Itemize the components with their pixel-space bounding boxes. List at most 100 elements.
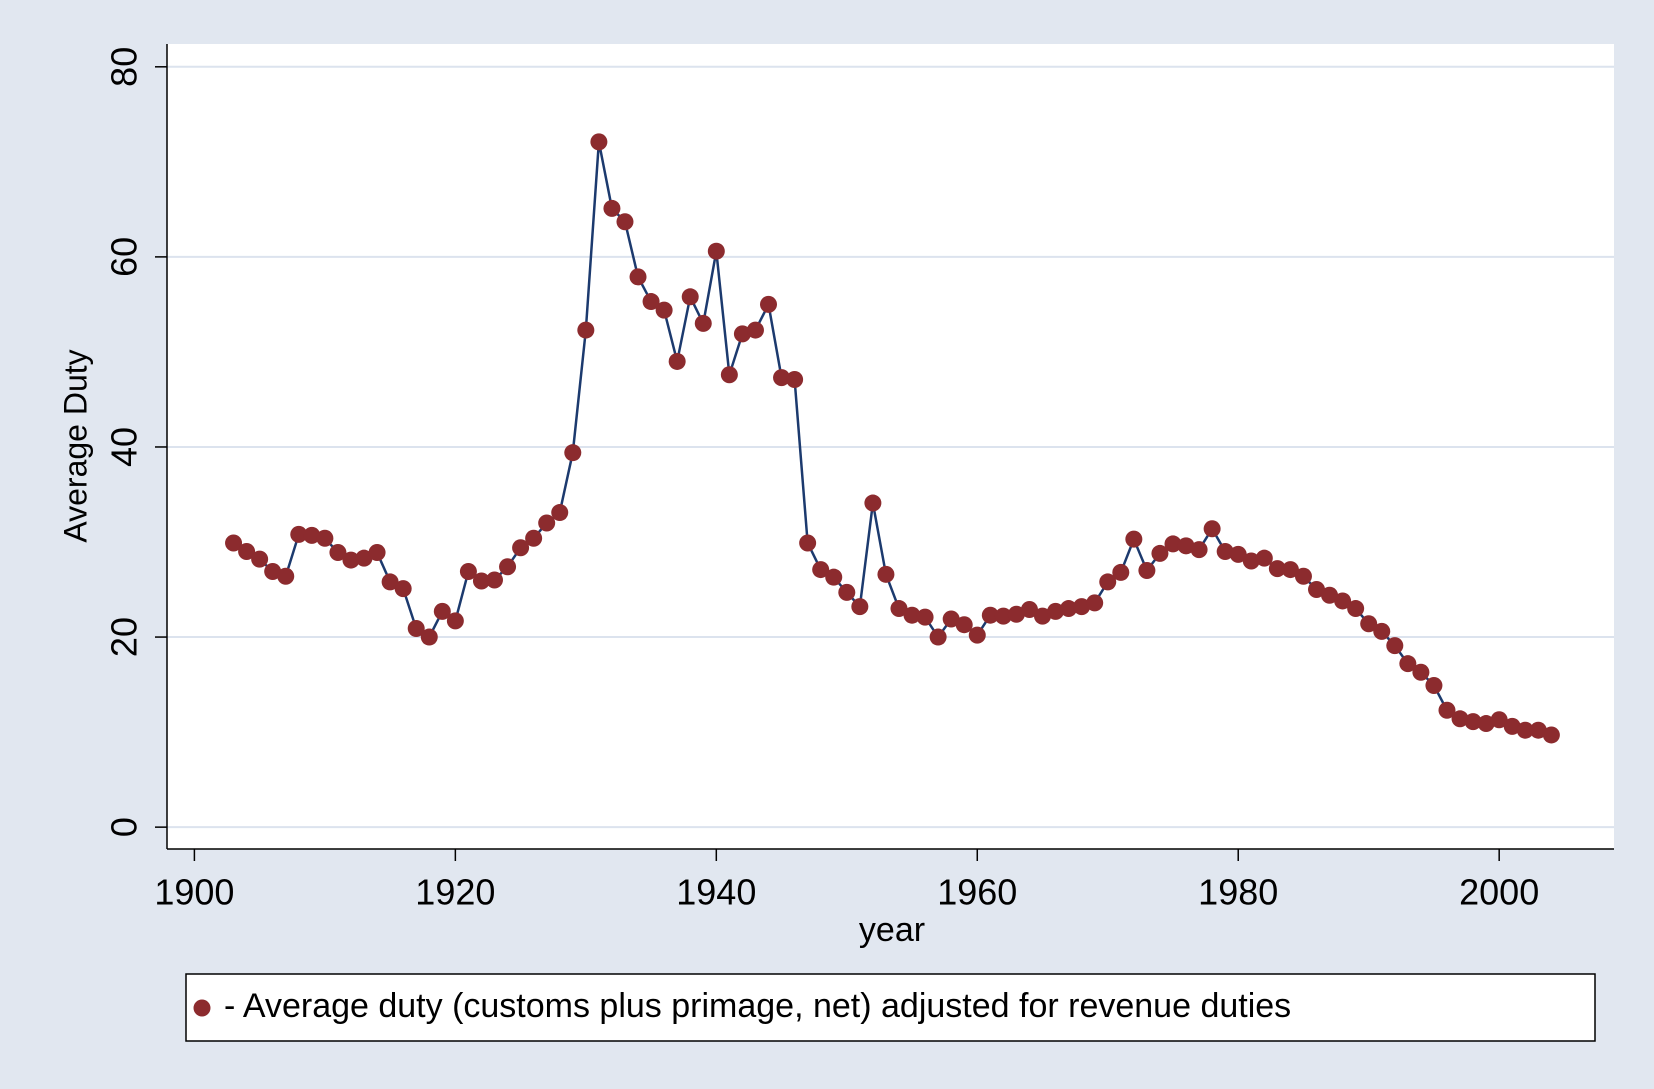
y-tick-label: 80 [104,47,145,87]
point [929,628,947,646]
point [994,607,1012,625]
point [1060,600,1078,618]
point [1281,561,1299,579]
point [1112,563,1130,581]
y-tick-label: 20 [104,617,145,657]
point [1294,567,1312,585]
legend-marker [193,999,211,1017]
point [1073,598,1091,616]
point [812,561,830,579]
point [655,301,673,319]
point [1477,715,1495,733]
y-tick-label: 0 [104,817,145,837]
x-tick-label: 1980 [1198,872,1278,913]
point [681,288,699,306]
point [1373,622,1391,640]
point [1425,677,1443,695]
point [1242,552,1260,570]
point [890,600,908,618]
point [238,543,256,561]
point [1034,607,1052,625]
point [1308,581,1326,599]
point [1542,726,1560,744]
point [629,268,647,286]
y-tick-label: 40 [104,427,145,467]
point [603,199,621,217]
point [1490,711,1508,729]
point [590,133,608,151]
point [733,325,751,343]
point [277,567,295,585]
point [264,562,282,580]
point [538,514,556,532]
point [512,539,530,557]
point [1386,637,1404,655]
point [903,606,921,624]
legend-box [185,973,1596,1042]
point [1412,663,1430,681]
point [251,550,269,568]
point [968,626,986,644]
point [981,606,999,624]
point [329,543,347,561]
point [381,573,399,591]
point [786,370,804,388]
point [746,321,764,339]
point [916,608,934,626]
x-tick-label: 1920 [415,872,495,913]
point [446,612,464,630]
point [1334,592,1352,610]
point [760,295,778,313]
point [1216,543,1234,561]
point [1151,544,1169,562]
point [407,620,425,638]
point [1203,520,1221,538]
point [1399,655,1417,673]
point [225,534,243,552]
x-tick-label: 2000 [1459,872,1539,913]
point [1321,586,1339,604]
y-tick-label: 60 [104,237,145,277]
point [720,366,738,384]
point [1516,721,1534,739]
point [564,444,582,462]
point [1438,701,1456,719]
point [825,568,843,586]
point [955,616,973,634]
point [368,543,386,561]
point [1360,615,1378,633]
point [1451,710,1469,728]
point [433,602,451,620]
point [616,213,634,231]
point [1464,713,1482,731]
point [942,610,960,628]
point [1125,530,1143,548]
point [838,583,856,601]
point [642,293,660,311]
point [1164,535,1182,553]
point [290,525,308,543]
point [394,580,412,598]
x-tick-label: 1960 [937,872,1017,913]
point [499,558,517,576]
point [303,526,321,544]
point [577,321,595,339]
point [1347,600,1365,618]
x-axis-title: year [859,911,925,949]
point [316,529,334,547]
point [1268,560,1286,578]
point [1086,594,1104,612]
point [1007,605,1025,623]
x-tick-label: 1900 [154,872,234,913]
point [1529,721,1547,739]
y-axis-title: Average Duty [57,349,93,542]
point [459,562,477,580]
point [1047,602,1065,620]
point [1177,537,1195,555]
point [694,314,712,332]
point [355,549,373,567]
point [472,572,490,590]
point [485,571,503,589]
point [707,242,725,260]
